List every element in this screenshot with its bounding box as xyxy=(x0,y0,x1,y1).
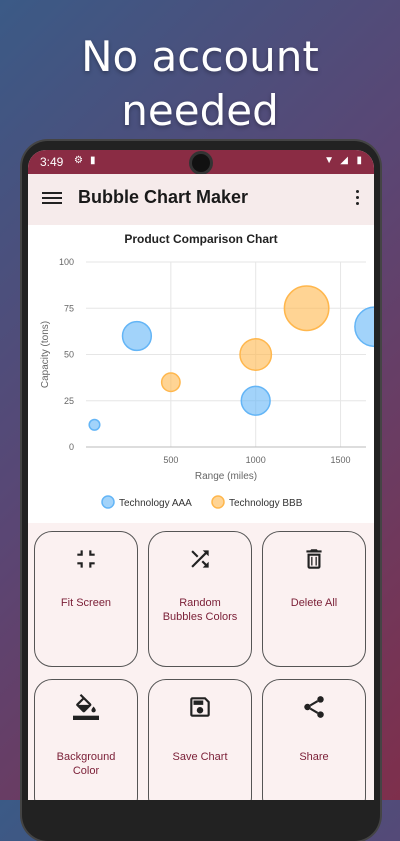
y-tick-label: 25 xyxy=(64,396,74,406)
front-camera xyxy=(192,154,210,172)
fit-screen-button[interactable]: Fit Screen xyxy=(34,531,138,667)
bubble-b-2 xyxy=(283,285,330,332)
bubble-b-0 xyxy=(160,372,181,393)
headline: No account needed xyxy=(0,30,400,138)
wifi-icon: ▼ xyxy=(324,155,334,166)
shuffle-icon xyxy=(149,546,251,576)
app-screen: 3:49 ⚙ ▮ ▼ ◢ ▮ Bubble Chart Maker Produc… xyxy=(28,150,374,800)
legend-label-a: Technology AAA xyxy=(119,498,192,509)
x-tick-label: 1500 xyxy=(331,455,351,465)
fit-screen-label: Fit Screen xyxy=(60,597,112,609)
share-icon xyxy=(263,694,365,724)
menu-icon[interactable] xyxy=(42,189,62,209)
save-icon xyxy=(149,694,251,724)
save-chart-label: Save Chart xyxy=(172,751,228,763)
y-tick-label: 50 xyxy=(64,350,74,360)
share-label: Share xyxy=(299,751,329,763)
save-chart-button[interactable]: Save Chart xyxy=(148,679,252,800)
headline-line-2: needed xyxy=(121,86,279,135)
y-axis-label: Capacity (tons) xyxy=(40,321,51,388)
y-tick-label: 75 xyxy=(64,303,74,313)
battery-icon: ▮ xyxy=(356,155,362,166)
y-tick-label: 0 xyxy=(69,442,74,452)
delete-all-button[interactable]: Delete All xyxy=(262,531,366,667)
status-time: 3:49 xyxy=(40,155,64,169)
share-button[interactable]: Share xyxy=(262,679,366,800)
trash-icon xyxy=(263,546,365,576)
chart-card: Product Comparison Chart 0 25 50 75 100 500 100… xyxy=(28,225,374,523)
legend-label-b: Technology BBB xyxy=(229,498,303,509)
random-colors-label: Random Bubbles Colors xyxy=(162,597,238,623)
background-color-button[interactable]: Background Color xyxy=(34,679,138,800)
y-tick-label: 100 xyxy=(59,257,74,267)
bubble-b-1 xyxy=(239,338,273,371)
bubble-a-2 xyxy=(240,385,271,416)
actions-grid: Fit Screen Random Bubbles Colors Delete … xyxy=(28,523,374,800)
bubble-a-1 xyxy=(121,320,153,352)
legend-swatch-b xyxy=(211,495,225,509)
sd-card-icon: ▮ xyxy=(90,155,96,166)
x-tick-label: 1000 xyxy=(246,455,266,465)
delete-all-label: Delete All xyxy=(290,597,338,609)
bubble-a-0 xyxy=(88,418,101,431)
legend-swatch-a xyxy=(101,495,115,509)
paint-bucket-icon xyxy=(35,694,137,724)
x-tick-label: 500 xyxy=(163,455,178,465)
more-options-icon[interactable] xyxy=(356,190,360,208)
fit-screen-icon xyxy=(35,546,137,576)
status-bar: 3:49 ⚙ ▮ ▼ ◢ ▮ xyxy=(28,150,374,174)
signal-icon: ◢ xyxy=(340,155,348,166)
random-colors-button[interactable]: Random Bubbles Colors xyxy=(148,531,252,667)
headline-line-1: No account xyxy=(81,32,319,81)
app-bar: Bubble Chart Maker xyxy=(28,174,374,225)
bubble-chart[interactable]: Product Comparison Chart 0 25 50 75 100 500 100… xyxy=(28,225,374,523)
x-axis-label: Range (miles) xyxy=(195,471,257,482)
bubble-a-3 xyxy=(354,306,374,348)
background-color-label: Background Color xyxy=(56,751,116,777)
app-title: Bubble Chart Maker xyxy=(78,187,249,207)
settings-status-icon: ⚙ xyxy=(74,155,83,166)
chart-title: Product Comparison Chart xyxy=(124,232,277,246)
